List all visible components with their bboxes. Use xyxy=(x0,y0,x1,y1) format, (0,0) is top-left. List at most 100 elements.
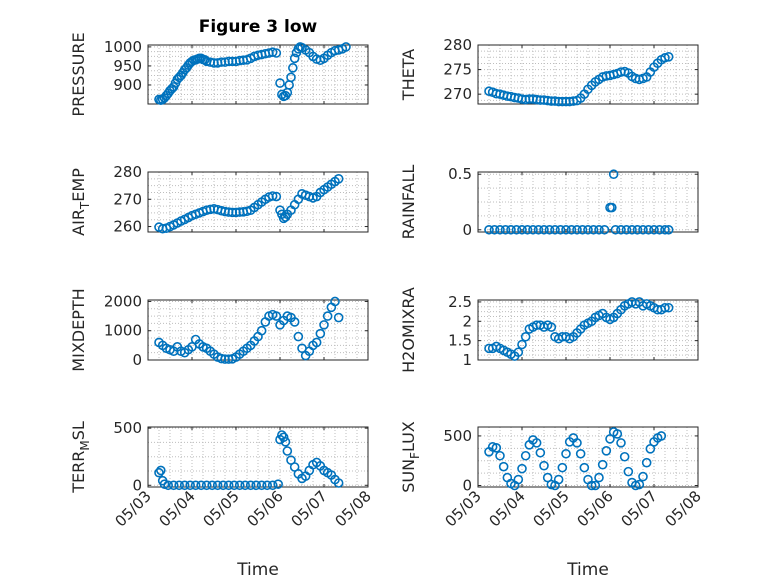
y-tick-label: 275 xyxy=(443,61,472,79)
y-axis-label: AIRTEMP xyxy=(69,168,92,236)
data-point xyxy=(223,480,234,491)
chart-title: Figure 3 low xyxy=(199,17,318,37)
axes-frame xyxy=(147,299,369,361)
data-point xyxy=(513,474,524,485)
data-point xyxy=(267,191,278,201)
data-point xyxy=(333,312,344,323)
y-tick-label: 270 xyxy=(443,85,472,103)
y-tick-label: 280 xyxy=(443,36,472,54)
data-point xyxy=(174,480,184,491)
data-point xyxy=(539,460,549,471)
data-point xyxy=(245,480,256,491)
data-point xyxy=(511,224,522,235)
data-point xyxy=(489,224,500,235)
data-point xyxy=(517,339,527,350)
data-point xyxy=(663,224,674,235)
data-point xyxy=(168,480,179,491)
data-point xyxy=(491,443,502,453)
data-point xyxy=(638,471,648,482)
x-axis-label: Time xyxy=(566,560,609,580)
data-point xyxy=(601,446,612,456)
y-tick-label: 950 xyxy=(113,57,142,75)
data-point xyxy=(256,480,267,491)
data-point xyxy=(594,472,604,483)
data-point xyxy=(608,169,619,180)
data-point xyxy=(273,479,283,489)
subplot-3: 260 270 280 AIRTEMP xyxy=(69,163,369,236)
data-series xyxy=(484,51,674,107)
data-point xyxy=(627,224,637,235)
data-point xyxy=(517,463,527,474)
data-point xyxy=(288,63,298,73)
data-point xyxy=(643,224,654,235)
data-point xyxy=(612,429,623,439)
y-tick-label: 1 xyxy=(462,351,472,369)
data-point xyxy=(289,53,300,64)
data-point xyxy=(572,438,582,448)
data-point xyxy=(495,450,505,461)
data-point xyxy=(616,224,626,235)
data-point xyxy=(234,480,245,491)
data-point xyxy=(212,480,223,491)
data-point xyxy=(588,224,599,235)
axes-frame xyxy=(477,299,699,361)
data-point xyxy=(634,479,645,490)
y-tick-label: 2 xyxy=(462,312,472,330)
data-point xyxy=(577,224,588,235)
subplot-6: 11.5 22.5 H2OMIXRA xyxy=(399,287,699,373)
data-point xyxy=(286,72,296,83)
axes-frame xyxy=(477,171,699,233)
data-point xyxy=(513,347,524,358)
data-point xyxy=(293,331,304,342)
data-point xyxy=(315,328,326,339)
data-series xyxy=(484,297,674,361)
data-point xyxy=(218,480,228,491)
y-tick-label: 0 xyxy=(132,351,142,369)
data-point xyxy=(322,311,333,321)
data-point xyxy=(341,42,351,52)
subplot-5: 0 1000 2000 MIXDEPTH xyxy=(69,288,369,372)
y-axis-label: THETA xyxy=(399,49,418,101)
data-point xyxy=(156,465,166,476)
data-point xyxy=(557,462,568,473)
data-point xyxy=(654,224,665,235)
y-axis-label: MIXDEPTH xyxy=(69,288,88,371)
axes-frame xyxy=(147,44,369,105)
data-point xyxy=(533,224,544,235)
data-point xyxy=(201,480,212,491)
data-point xyxy=(660,302,670,313)
data-point xyxy=(555,224,566,235)
data-point xyxy=(190,480,201,491)
y-tick-label: 1000 xyxy=(104,38,142,56)
data-series xyxy=(484,427,667,491)
data-point xyxy=(586,480,597,491)
y-tick-label: 260 xyxy=(113,218,142,236)
data-point xyxy=(621,224,632,235)
y-tick-label: 0 xyxy=(462,221,472,239)
y-axis-label: PRESSURE xyxy=(69,32,88,116)
data-point xyxy=(583,224,593,235)
data-point xyxy=(572,224,582,235)
data-point xyxy=(267,47,278,58)
data-point xyxy=(495,224,505,235)
data-point xyxy=(271,191,282,202)
data-point xyxy=(632,224,643,235)
y-axis-label: H2OMIXRA xyxy=(399,287,418,373)
data-point xyxy=(333,478,344,488)
data-point xyxy=(506,224,516,235)
data-point xyxy=(619,451,630,462)
y-tick-label: 0 xyxy=(132,476,142,494)
data-series xyxy=(154,174,344,234)
y-tick-label: 2000 xyxy=(104,292,142,310)
data-point xyxy=(517,224,527,235)
data-point xyxy=(550,224,560,235)
data-point xyxy=(163,480,173,491)
data-point xyxy=(607,202,617,213)
data-point xyxy=(553,474,564,485)
y-axis-label: RAINFALL xyxy=(399,165,418,240)
axes-frame xyxy=(147,171,369,233)
data-point xyxy=(520,331,531,342)
data-point xyxy=(267,480,278,491)
data-point xyxy=(262,480,272,491)
data-point xyxy=(579,462,590,473)
